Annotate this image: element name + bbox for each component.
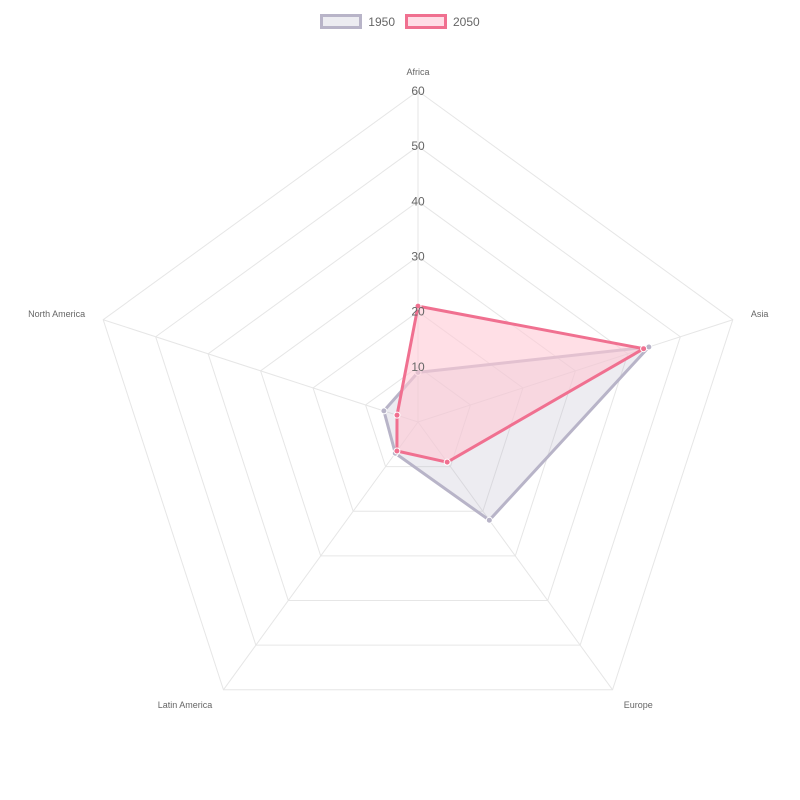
legend-label-1950: 1950 (368, 14, 395, 29)
tick-label: 10 (411, 360, 425, 374)
data-point-2050 (414, 302, 422, 310)
legend-swatch-1950 (320, 14, 363, 29)
chart-legend: 1950 2050 (0, 14, 800, 29)
point-label-europe: Europe (624, 700, 653, 710)
data-point-2050 (393, 411, 401, 419)
point-label-latin-america: Latin America (158, 700, 213, 710)
legend-item-1950[interactable]: 1950 (320, 14, 395, 29)
data-point-1950 (485, 516, 493, 524)
legend-label-2050: 2050 (453, 14, 480, 29)
data-point-2050 (393, 447, 401, 455)
series-area-2050 (395, 304, 646, 464)
grid-ring (207, 200, 629, 602)
data-point-2050 (443, 458, 451, 466)
tick-label: 30 (411, 250, 425, 264)
point-label-north-america: North America (28, 309, 85, 319)
grid-spoke (103, 319, 419, 423)
radar-point-labels: Africa Asia Europe Latin America North Ameri… (28, 67, 768, 710)
tick-label: 60 (411, 84, 425, 98)
legend-swatch-2050 (405, 14, 447, 29)
radar-ticks: 10 20 30 40 50 60 (411, 84, 425, 374)
grid-ring (102, 90, 734, 691)
tick-label: 40 (411, 194, 425, 208)
tick-label: 50 (411, 139, 425, 153)
data-point-2050 (640, 345, 648, 353)
radar-series (380, 302, 653, 524)
data-point-1950 (380, 407, 388, 415)
point-label-asia: Asia (751, 309, 769, 319)
point-label-africa: Africa (406, 67, 429, 77)
grid-ring (155, 145, 681, 646)
grid-spoke (223, 421, 419, 691)
tick-label: 20 (411, 305, 425, 319)
grid-spoke (417, 421, 613, 691)
legend-item-2050[interactable]: 2050 (405, 14, 480, 29)
